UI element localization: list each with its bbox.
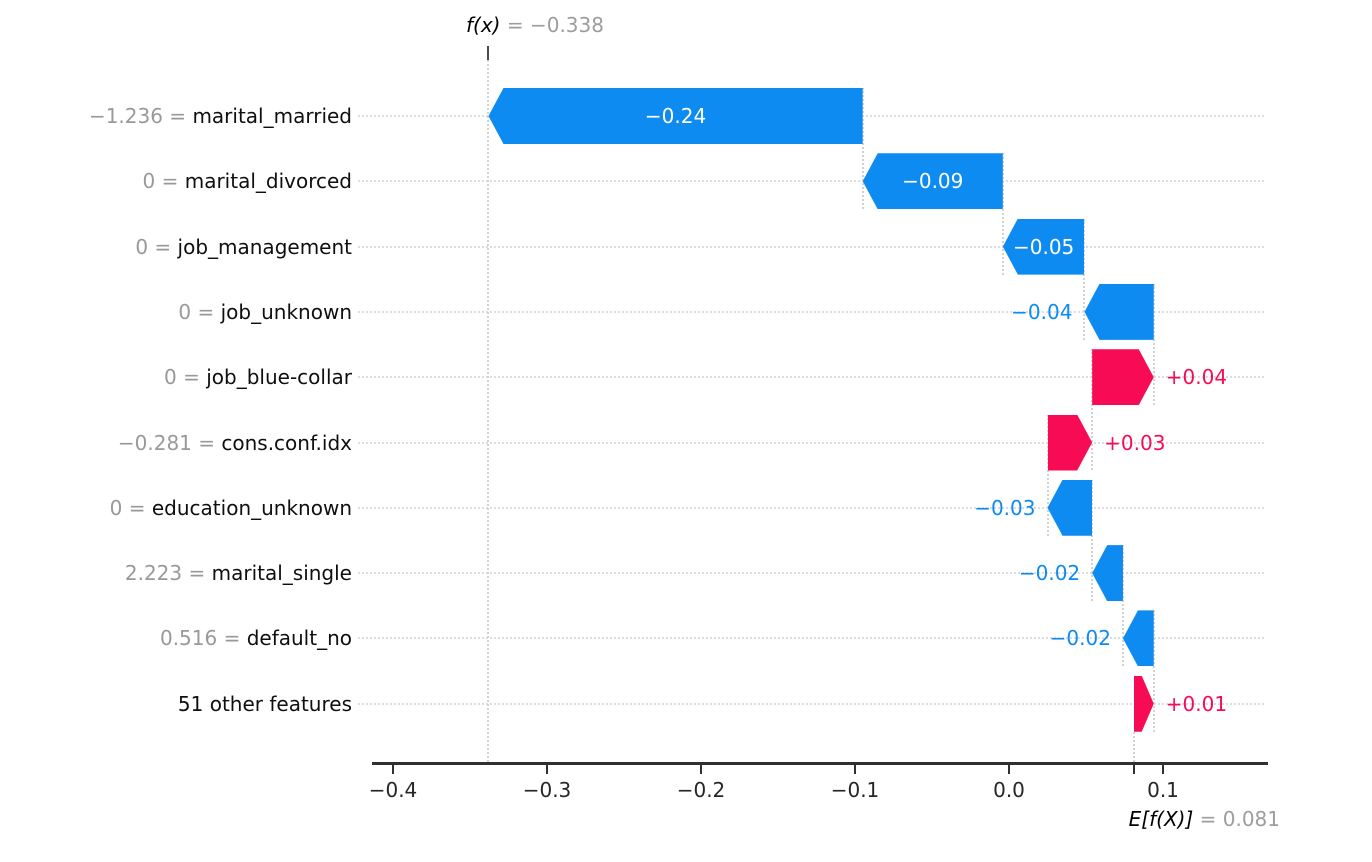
bar-value-label: +0.01	[1165, 691, 1228, 716]
bar-value-label: −0.09	[902, 169, 964, 194]
x-axis-tick-label: −0.1	[830, 778, 880, 802]
bar-value-label: −0.03	[974, 495, 1036, 520]
feature-tick-label: 0 = job_management	[0, 233, 352, 261]
x-axis-tick	[854, 765, 856, 774]
expected-dashed-line	[1132, 731, 1135, 762]
waterfall-bar-cons-conf-idx	[1048, 415, 1093, 471]
feature-tick-label: 0 = marital_divorced	[0, 167, 352, 195]
x-axis-tick	[1162, 765, 1164, 774]
feature-value-prefix: −0.281 =	[117, 430, 222, 455]
fx-top-tick	[487, 46, 490, 60]
feature-tick-label: 0 = education_unknown	[0, 494, 352, 522]
expected-value-text: 0.081	[1222, 807, 1280, 831]
waterfall-bar-job-unknown	[1084, 283, 1154, 340]
bar-value-label: −0.02	[1049, 626, 1111, 651]
feature-value-prefix: 2.223 =	[124, 561, 212, 586]
connector-line	[1046, 414, 1049, 536]
row-dotted-line	[358, 245, 1264, 248]
waterfall-bar-job-management	[1002, 218, 1085, 275]
waterfall-bar-marital-married	[488, 88, 863, 144]
feature-value-prefix: 0 =	[135, 234, 178, 259]
feature-name: job_unknown	[220, 299, 352, 324]
connector-line	[1091, 479, 1094, 602]
bar-value-label: −0.05	[1012, 234, 1075, 259]
bar-value-label: +0.04	[1165, 365, 1228, 390]
feature-tick-label: 0 = job_unknown	[0, 298, 352, 326]
bar-value-label: −0.02	[1018, 561, 1081, 586]
waterfall-bar-marital-single	[1092, 545, 1123, 602]
x-axis-line	[372, 762, 1268, 765]
row-dotted-line	[358, 376, 1264, 379]
feature-tick-label: 51 other features	[0, 690, 352, 718]
fx-value-label: f(x) = −0.338	[466, 12, 604, 38]
feature-value-prefix: 0 =	[142, 169, 185, 194]
waterfall-bar-job-blue-collar	[1092, 349, 1154, 405]
feature-value-prefix: 0.516 =	[159, 626, 247, 651]
x-axis-tick-label: 0.1	[1147, 778, 1179, 802]
x-axis-tick-label: −0.2	[676, 778, 726, 802]
fx-dashed-line	[487, 60, 490, 762]
expected-function-text: E[f(X)]	[1128, 807, 1194, 831]
connector-line	[1152, 283, 1155, 406]
feature-value-prefix: 0 =	[109, 495, 152, 520]
waterfall-bar-default-no	[1122, 610, 1154, 667]
connector-line	[1152, 610, 1155, 732]
connector-line	[1083, 218, 1086, 340]
waterfall-bar-marital-divorced	[862, 153, 1003, 210]
row-dotted-line	[358, 310, 1264, 313]
connector-line	[1091, 349, 1094, 471]
x-axis-tick-label: 0.0	[993, 778, 1025, 802]
feature-name: 51 other features	[177, 691, 352, 716]
waterfall-bar-education-unknown	[1047, 479, 1093, 536]
feature-name: job_blue-collar	[206, 365, 352, 390]
feature-tick-label: 0 = job_blue-collar	[0, 363, 352, 391]
feature-value-prefix: 0 =	[178, 299, 221, 324]
waterfall-bar-51-other-features	[1134, 676, 1154, 732]
connector-line	[1001, 153, 1004, 275]
x-axis-tick-label: −0.4	[368, 778, 418, 802]
feature-tick-label: −0.281 = cons.conf.idx	[0, 429, 352, 457]
expected-axis-tick	[1132, 765, 1135, 774]
row-dotted-line	[358, 506, 1264, 509]
feature-tick-label: 2.223 = marital_single	[0, 559, 352, 587]
connector-line	[861, 88, 864, 210]
x-axis-tick	[392, 765, 394, 774]
fx-equals-sign: =	[506, 13, 524, 37]
fx-value-text: −0.338	[529, 13, 604, 37]
row-dotted-line	[358, 702, 1264, 705]
x-axis-tick	[700, 765, 702, 774]
feature-tick-label: 0.516 = default_no	[0, 624, 352, 652]
row-dotted-line	[358, 637, 1264, 640]
feature-name: cons.conf.idx	[221, 430, 352, 455]
feature-name: job_management	[177, 234, 352, 259]
feature-tick-label: −1.236 = marital_married	[0, 102, 352, 130]
feature-name: default_no	[246, 626, 352, 651]
bar-value-label: −0.04	[1011, 299, 1073, 324]
feature-name: marital_married	[192, 104, 352, 128]
feature-value-prefix: −1.236 =	[88, 104, 193, 128]
feature-value-prefix: 0 =	[164, 365, 207, 390]
expected-equals-sign: =	[1199, 807, 1217, 831]
bar-value-label: −0.24	[644, 104, 707, 128]
x-axis-tick-label: −0.3	[522, 778, 572, 802]
feature-name: marital_single	[211, 561, 352, 586]
feature-name: education_unknown	[151, 495, 352, 520]
row-dotted-line	[358, 572, 1264, 575]
x-axis-tick	[1008, 765, 1010, 774]
expected-value-label: E[f(X)] = 0.081	[1129, 806, 1280, 832]
row-dotted-line	[358, 180, 1264, 183]
feature-name: marital_divorced	[184, 169, 352, 194]
fx-function-text: f(x)	[466, 13, 501, 37]
x-axis-tick	[546, 765, 548, 774]
row-dotted-line	[358, 441, 1264, 444]
connector-line	[1121, 545, 1124, 667]
bar-value-label: +0.03	[1104, 430, 1166, 455]
